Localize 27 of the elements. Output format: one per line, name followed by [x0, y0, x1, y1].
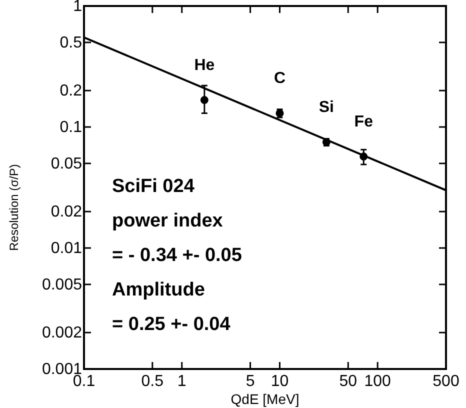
- y-tick-label: 0.5: [60, 34, 82, 52]
- x-tick-label: 100: [364, 373, 392, 390]
- y-tick-label: 0.05: [50, 155, 82, 172]
- y-tick-label: 0.02: [50, 204, 82, 221]
- y-tick-label: 1: [73, 0, 82, 15]
- annotation: He: [194, 57, 215, 74]
- x-axis-title: QdE [MeV]: [230, 391, 300, 407]
- x-tick-label: 0.5: [141, 373, 164, 390]
- annotation: C: [274, 70, 286, 88]
- y-tick-label: 0.002: [42, 324, 82, 342]
- annotation: = 0.25 +- 0.04: [112, 314, 231, 335]
- y-tick-label: 0.1: [60, 119, 82, 136]
- x-tick-label: 50: [339, 373, 358, 390]
- annotation: Si: [318, 99, 334, 116]
- annotation: = - 0.34 +- 0.05: [112, 245, 242, 266]
- y-tick-label: 0.01: [50, 240, 82, 257]
- y-tick-label: 0.005: [42, 276, 82, 294]
- x-tick-label: 500: [432, 373, 460, 390]
- annotation: SciFi 024: [112, 176, 195, 197]
- x-tick-label: 1: [177, 373, 186, 390]
- annotation: power index: [112, 210, 224, 232]
- x-tick-label: 10: [270, 373, 289, 390]
- y-axis-title: Resolution (σ/P): [7, 164, 21, 251]
- annotation: Amplitude: [112, 280, 205, 300]
- x-tick-label: 5: [246, 373, 255, 390]
- annotation: Fe: [354, 114, 374, 131]
- y-tick-label: 0.2: [60, 82, 82, 100]
